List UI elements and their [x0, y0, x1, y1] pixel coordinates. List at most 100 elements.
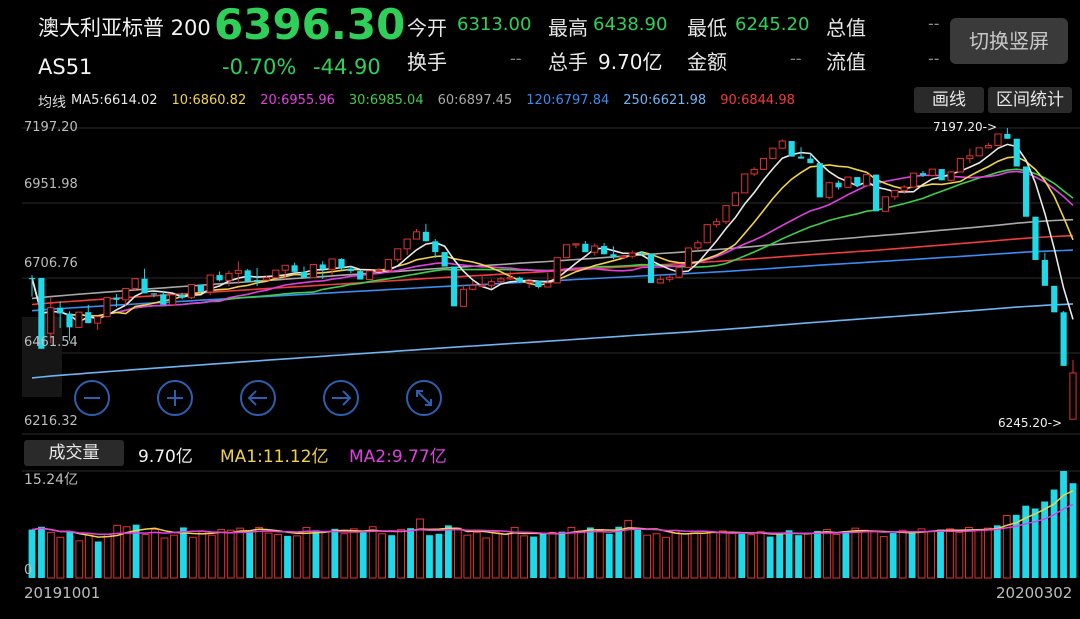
end-date: 20200302 — [996, 584, 1073, 602]
turnover-label: 换手 — [407, 50, 447, 74]
candle-body — [1041, 259, 1048, 286]
candle-body — [863, 174, 871, 187]
volume-bar — [1031, 508, 1039, 578]
switch-portrait-button[interactable]: 切换竖屏 — [950, 18, 1068, 64]
candle-body — [66, 313, 73, 328]
candle-body — [666, 276, 674, 280]
volume-bar — [567, 526, 576, 579]
volume-indicator-button[interactable]: 成交量 — [24, 440, 124, 466]
volume-bar — [349, 528, 358, 579]
candle-body — [357, 271, 364, 280]
candle-body — [872, 174, 880, 212]
candle-body — [225, 272, 233, 281]
draw-line-button[interactable]: 画线 — [914, 87, 984, 113]
candle-body — [881, 196, 890, 212]
volume-bar — [340, 533, 349, 579]
candle-body — [432, 241, 439, 253]
scroll-left-button[interactable] — [239, 379, 277, 421]
volume-bar — [983, 527, 992, 579]
candle-body — [938, 169, 945, 181]
candle-body — [206, 274, 214, 293]
volume-chart[interactable] — [0, 465, 1080, 580]
candle-body — [28, 277, 36, 280]
volume-bar — [255, 526, 264, 579]
candle-body — [975, 147, 983, 157]
volume-bar — [832, 533, 841, 579]
volume-bar — [56, 536, 65, 579]
volume-bar — [302, 526, 311, 579]
candlestick-chart[interactable] — [0, 117, 1080, 435]
scroll-right-button[interactable] — [322, 379, 360, 421]
max-price-marker: 7197.20-> — [933, 120, 998, 134]
volume-bar — [889, 533, 897, 578]
candle-body — [478, 284, 486, 287]
volume-bar — [974, 529, 983, 579]
volume-bar — [842, 530, 850, 578]
candle-body — [338, 258, 345, 269]
volume-bar — [378, 533, 387, 579]
volume-bar — [170, 534, 178, 579]
candle-body — [1032, 216, 1039, 260]
volume-bar — [937, 529, 944, 578]
candle-body — [694, 242, 702, 249]
ma-legend-item: 250:6621.98 — [623, 93, 707, 108]
volume-bar — [435, 533, 443, 578]
price-axis-label-3: 6706.76 — [24, 256, 78, 271]
candle-body — [300, 271, 308, 278]
volume-bar — [472, 531, 481, 579]
candle-body — [1004, 133, 1011, 139]
ma-legend-item: MA5:6614.02 — [71, 93, 158, 108]
candle-body — [713, 221, 721, 226]
candle-body — [928, 168, 936, 176]
volume-bar — [851, 527, 860, 579]
interval-stats-button[interactable]: 区间统计 — [988, 87, 1072, 113]
candle-body — [684, 247, 693, 268]
candle-body — [638, 253, 645, 255]
volume-bar — [453, 527, 462, 579]
volume-bar — [407, 528, 414, 578]
candle-body — [844, 176, 852, 188]
low-label: 最低 — [687, 16, 727, 40]
candle-body — [1069, 372, 1077, 420]
ma-legend: MA5:6614.02 10:6860.82 20:6955.96 30:6985.0… — [71, 93, 809, 108]
candle-body — [347, 268, 354, 272]
start-date: 20191001 — [24, 584, 101, 602]
candle-body — [497, 278, 505, 283]
candle-body — [94, 316, 102, 324]
candle-body — [506, 277, 514, 280]
volume-bar — [605, 533, 613, 578]
volume-bar — [662, 536, 670, 579]
zoom-out-button[interactable] — [73, 379, 111, 421]
candle-body — [262, 277, 271, 281]
volume-ma1-line — [31, 490, 1074, 538]
candle-body — [1013, 138, 1020, 167]
ma-legend-item: 60:6897.45 — [437, 93, 513, 108]
instrument-code: AS51 — [38, 55, 93, 79]
ma-legend-item: 90:6844.98 — [720, 93, 795, 108]
volume-bar — [321, 531, 330, 579]
ma-title: 均线 — [38, 95, 66, 111]
total-hand-label: 总手 — [548, 50, 588, 74]
candle-body — [722, 205, 730, 223]
volume-bar — [823, 529, 831, 579]
volume-bar — [103, 533, 112, 579]
volume-bar — [576, 530, 585, 579]
zoom-in-button[interactable] — [156, 379, 194, 421]
turnover-value: -- — [510, 49, 522, 68]
volume-bar — [151, 529, 159, 579]
candle-body — [272, 269, 280, 279]
collapse-button[interactable] — [405, 379, 443, 421]
candle-body — [919, 173, 927, 176]
candle-body — [909, 172, 918, 188]
candle-body — [85, 312, 92, 324]
volume-bar — [264, 532, 273, 579]
volume-bar — [426, 535, 433, 578]
candle-body — [244, 270, 251, 282]
volume-bar — [860, 529, 869, 579]
candle-body — [562, 244, 571, 259]
volume-bar — [510, 526, 519, 579]
candle-body — [835, 182, 842, 188]
ma-line-ma5 — [31, 143, 1074, 323]
candle-body — [1051, 285, 1058, 313]
candle-body — [675, 266, 683, 278]
